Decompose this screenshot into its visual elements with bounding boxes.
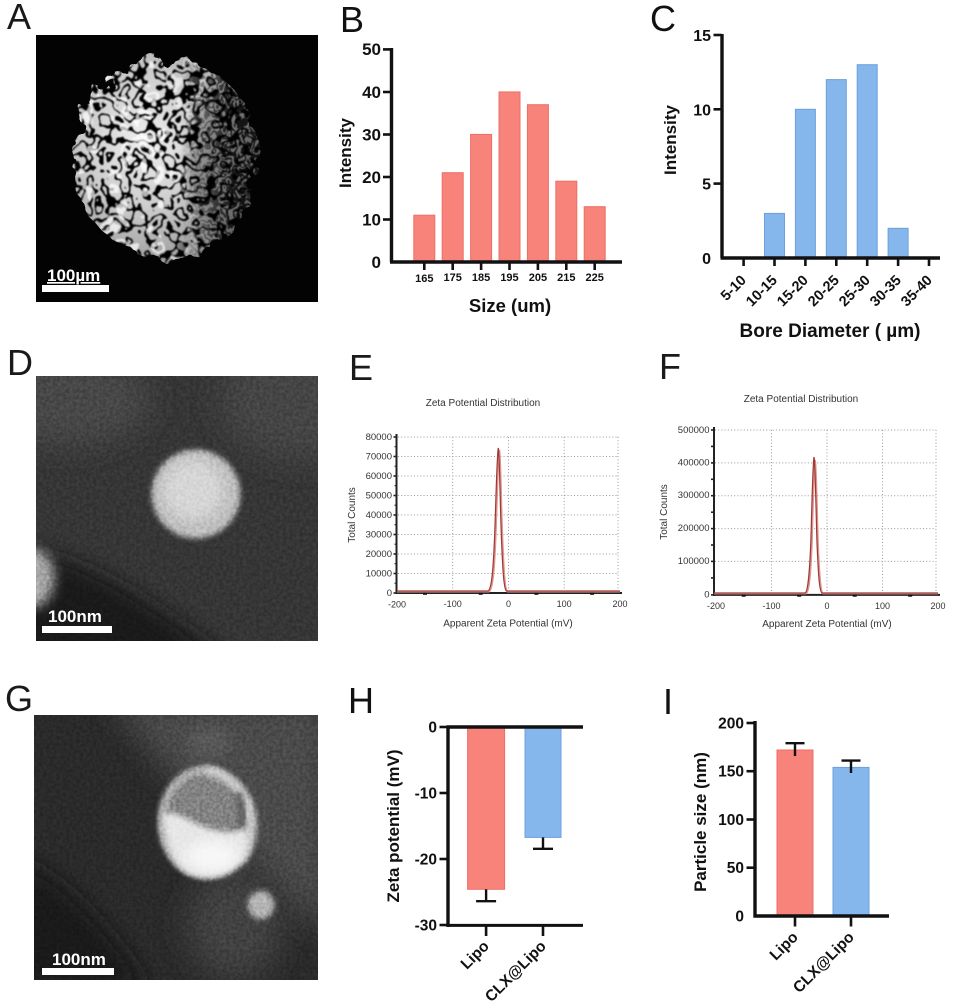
svg-text:165: 165 (415, 273, 433, 285)
svg-text:Size (um): Size (um) (469, 295, 551, 316)
svg-text:100: 100 (875, 601, 890, 611)
svg-text:30000: 30000 (366, 530, 392, 541)
svg-text:-100: -100 (444, 599, 462, 609)
svg-text:100nm: 100nm (48, 607, 102, 626)
svg-text:-20: -20 (415, 852, 437, 869)
svg-text:Zeta Potential Distribution: Zeta Potential Distribution (426, 398, 541, 409)
svg-text:10: 10 (693, 102, 711, 119)
svg-text:70000: 70000 (366, 452, 392, 463)
svg-text:50: 50 (727, 860, 744, 877)
svg-text:0: 0 (428, 720, 437, 737)
svg-text:10: 10 (362, 211, 381, 230)
svg-text:Apparent Zeta Potential (mV): Apparent Zeta Potential (mV) (762, 619, 892, 630)
svg-text:10000: 10000 (366, 569, 392, 580)
svg-text:100µm: 100µm (47, 266, 100, 285)
svg-text:205: 205 (529, 272, 547, 284)
svg-text:500000: 500000 (678, 425, 710, 436)
svg-text:E: E (349, 347, 373, 388)
svg-text:20: 20 (362, 168, 381, 187)
svg-text:0: 0 (372, 253, 381, 272)
svg-text:Bore Diameter ( µm): Bore Diameter ( µm) (740, 321, 921, 342)
svg-text:I: I (663, 681, 673, 722)
svg-text:F: F (659, 346, 681, 387)
svg-text:200: 200 (930, 601, 945, 611)
svg-text:30: 30 (362, 126, 381, 145)
svg-text:-10: -10 (415, 786, 437, 803)
svg-text:0: 0 (387, 588, 392, 599)
svg-text:225: 225 (586, 272, 604, 284)
svg-text:-200: -200 (388, 600, 406, 610)
svg-text:Intensity: Intensity (336, 118, 355, 188)
svg-text:C: C (650, 0, 676, 39)
svg-text:Particle size (nm): Particle size (nm) (691, 752, 710, 892)
svg-text:5: 5 (702, 177, 711, 194)
svg-text:200: 200 (612, 599, 627, 609)
svg-text:Apparent Zeta Potential (mV): Apparent Zeta Potential (mV) (443, 619, 573, 630)
svg-text:175: 175 (444, 272, 462, 284)
svg-text:100: 100 (557, 599, 572, 609)
svg-text:0: 0 (704, 589, 709, 600)
svg-text:185: 185 (472, 272, 490, 284)
svg-text:50000: 50000 (366, 491, 392, 502)
svg-text:80000: 80000 (366, 432, 392, 443)
svg-text:D: D (7, 342, 33, 383)
svg-text:100: 100 (718, 812, 744, 829)
svg-text:100nm: 100nm (52, 950, 106, 969)
svg-text:0: 0 (824, 601, 829, 611)
svg-text:215: 215 (557, 272, 575, 284)
svg-text:200: 200 (718, 716, 744, 733)
svg-text:40000: 40000 (366, 510, 392, 521)
svg-text:0: 0 (702, 251, 711, 268)
svg-text:G: G (5, 678, 33, 719)
svg-text:20000: 20000 (366, 549, 392, 560)
svg-text:40: 40 (362, 83, 381, 102)
svg-text:195: 195 (500, 272, 518, 284)
svg-text:150: 150 (718, 764, 744, 781)
svg-text:B: B (340, 0, 364, 40)
svg-text:0: 0 (506, 599, 511, 609)
svg-text:-100: -100 (762, 601, 780, 611)
svg-text:300000: 300000 (678, 490, 710, 501)
svg-text:Zeta Potential Distribution: Zeta Potential Distribution (744, 394, 859, 405)
svg-text:-30: -30 (415, 918, 437, 935)
svg-text:50: 50 (362, 40, 381, 59)
svg-text:-200: -200 (707, 601, 725, 611)
svg-text:400000: 400000 (678, 457, 710, 468)
svg-text:15: 15 (693, 28, 711, 45)
svg-text:Total Counts: Total Counts (659, 484, 670, 540)
svg-text:200000: 200000 (678, 523, 710, 534)
svg-text:60000: 60000 (366, 471, 392, 482)
svg-text:100000: 100000 (678, 556, 710, 567)
svg-text:A: A (7, 0, 31, 37)
svg-text:Zeta potential (mV): Zeta potential (mV) (384, 749, 403, 902)
svg-text:H: H (348, 680, 374, 721)
svg-text:Intensity: Intensity (661, 105, 680, 175)
svg-text:0: 0 (735, 909, 744, 926)
svg-text:Total Counts: Total Counts (347, 487, 358, 543)
